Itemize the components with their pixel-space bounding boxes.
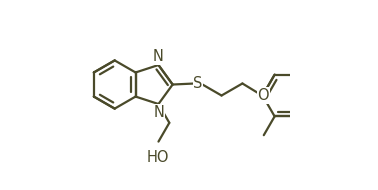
Text: O: O: [257, 88, 269, 103]
Text: N: N: [153, 49, 164, 64]
Text: N: N: [153, 105, 164, 120]
Text: S: S: [193, 76, 203, 91]
Text: HO: HO: [146, 150, 169, 165]
